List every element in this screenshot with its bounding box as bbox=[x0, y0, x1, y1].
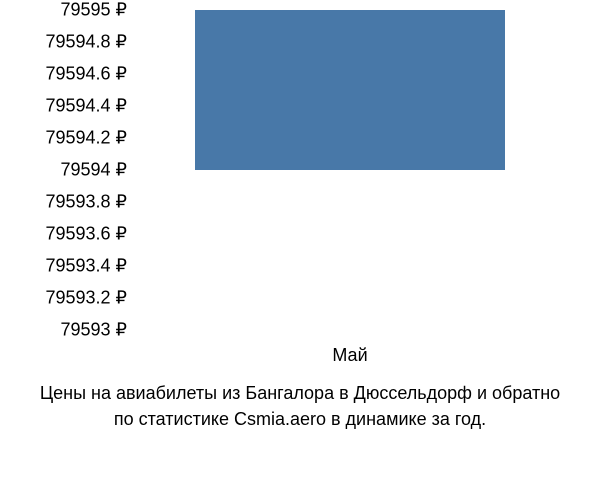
y-tick-label: 79594.8 ₽ bbox=[45, 32, 127, 53]
y-tick-label: 79593.4 ₽ bbox=[45, 256, 127, 277]
bar bbox=[195, 10, 505, 170]
x-axis: Май bbox=[135, 345, 565, 366]
y-tick-label: 79593.8 ₽ bbox=[45, 192, 127, 213]
y-tick-label: 79593 ₽ bbox=[60, 320, 127, 341]
y-tick-label: 79594.4 ₽ bbox=[45, 96, 127, 117]
y-tick-label: 79594.2 ₽ bbox=[45, 128, 127, 149]
y-tick-label: 79593.2 ₽ bbox=[45, 288, 127, 309]
y-tick-label: 79593.6 ₽ bbox=[45, 224, 127, 245]
caption-line1: Цены на авиабилеты из Бангалора в Дюссел… bbox=[40, 383, 560, 403]
chart-container: 79595 ₽79594.8 ₽79594.6 ₽79594.4 ₽79594.… bbox=[0, 10, 600, 350]
y-axis: 79595 ₽79594.8 ₽79594.6 ₽79594.4 ₽79594.… bbox=[0, 10, 135, 330]
y-tick-label: 79594.6 ₽ bbox=[45, 64, 127, 85]
plot-area bbox=[135, 10, 565, 330]
chart-caption: Цены на авиабилеты из Бангалора в Дюссел… bbox=[0, 380, 600, 432]
x-tick-label: Май bbox=[135, 345, 565, 366]
caption-line2: по статистике Csmia.aero в динамике за г… bbox=[114, 409, 486, 429]
y-tick-label: 79594 ₽ bbox=[60, 160, 127, 181]
y-tick-label: 79595 ₽ bbox=[60, 0, 127, 21]
